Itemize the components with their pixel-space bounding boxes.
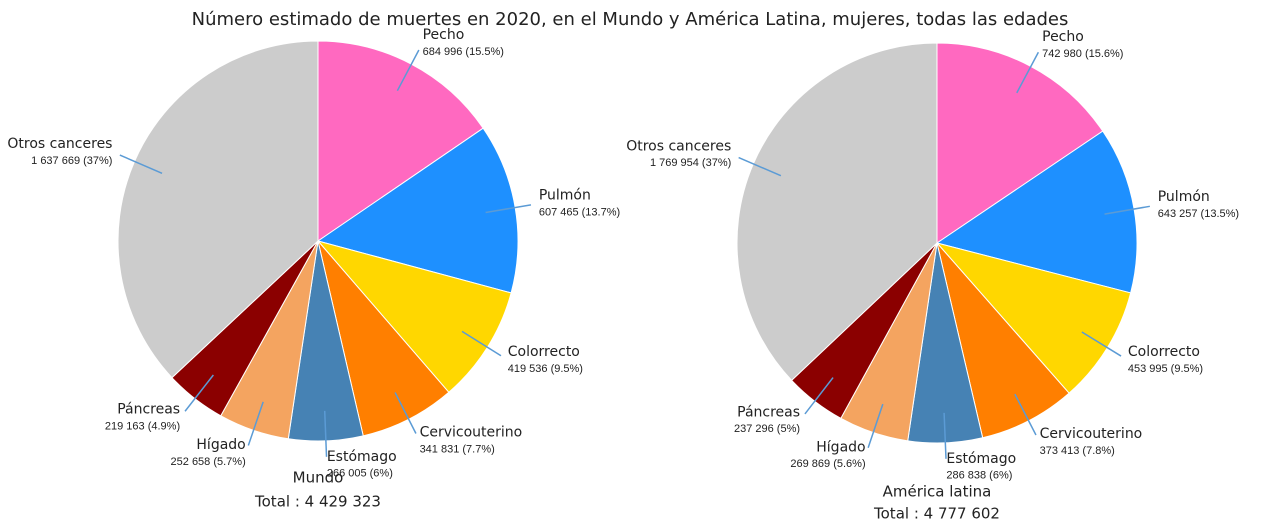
slice-label: Pecho xyxy=(1042,29,1084,45)
slice-value-label: 237 296 (5%) xyxy=(734,423,800,435)
slice-label: Pulmón xyxy=(1158,189,1210,205)
leader-line xyxy=(1014,393,1037,436)
slice-value-label: 684 996 (15.5%) xyxy=(423,46,504,58)
slice-label: Estómago xyxy=(946,451,1016,467)
pie-total: Total : 4 429 323 xyxy=(254,493,381,511)
leader-line xyxy=(396,49,420,92)
pie-total: Total : 4 777 602 xyxy=(873,505,1000,523)
slice-label: Cervicouterino xyxy=(1040,426,1143,442)
slice-label: Cervicouterino xyxy=(420,425,523,441)
leader-line xyxy=(738,156,782,177)
leader-line xyxy=(461,330,502,357)
slice-label: Otros canceres xyxy=(626,138,731,154)
leader-line xyxy=(485,204,532,214)
slice-value-label: 286 838 (6%) xyxy=(946,470,1012,482)
pie-subtitle: América latina xyxy=(883,483,992,501)
leader-line xyxy=(323,410,328,457)
slice-label: Estómago xyxy=(327,449,397,465)
leader-line xyxy=(247,401,264,446)
leader-line xyxy=(1104,205,1150,215)
slice-label: Otros canceres xyxy=(7,136,112,152)
slice-label: Páncreas xyxy=(117,402,180,418)
slice-value-label: 453 995 (9.5%) xyxy=(1128,363,1203,375)
slice-value-label: 266 005 (6%) xyxy=(327,468,393,480)
leader-line xyxy=(943,412,947,459)
pie-subtitle: Mundo xyxy=(293,469,344,487)
leader-line xyxy=(1081,331,1122,357)
leader-line xyxy=(119,154,163,175)
slice-value-label: 1 637 669 (37%) xyxy=(31,155,112,167)
slice-label: Pecho xyxy=(423,27,465,43)
leader-line xyxy=(1016,51,1040,94)
slice-value-label: 742 980 (15.6%) xyxy=(1042,48,1123,60)
slice-value-label: 643 257 (13.5%) xyxy=(1158,208,1239,220)
slice-label: Colorrecto xyxy=(1128,344,1200,360)
slice-label: Pulmón xyxy=(539,187,591,203)
slice-label: Hígado xyxy=(816,439,865,455)
leader-line xyxy=(804,377,834,415)
slice-value-label: 607 465 (13.7%) xyxy=(539,206,620,218)
slice-label: Páncreas xyxy=(737,404,800,420)
slice-value-label: 1 769 954 (37%) xyxy=(650,157,731,169)
slice-value-label: 252 658 (5.7%) xyxy=(171,456,246,468)
slice-value-label: 219 163 (4.9%) xyxy=(105,420,180,432)
slice-label: Hígado xyxy=(196,437,245,453)
chart-title: Número estimado de muertes en 2020, en e… xyxy=(192,9,1069,30)
slice-label: Colorrecto xyxy=(508,344,580,360)
leader-line xyxy=(867,403,884,448)
slice-value-label: 341 831 (7.7%) xyxy=(420,444,495,456)
slice-value-label: 269 869 (5.6%) xyxy=(790,458,865,470)
slice-value-label: 373 413 (7.8%) xyxy=(1040,445,1115,457)
slice-value-label: 419 536 (9.5%) xyxy=(508,363,583,375)
leader-line xyxy=(184,374,214,412)
leader-line xyxy=(394,392,417,434)
